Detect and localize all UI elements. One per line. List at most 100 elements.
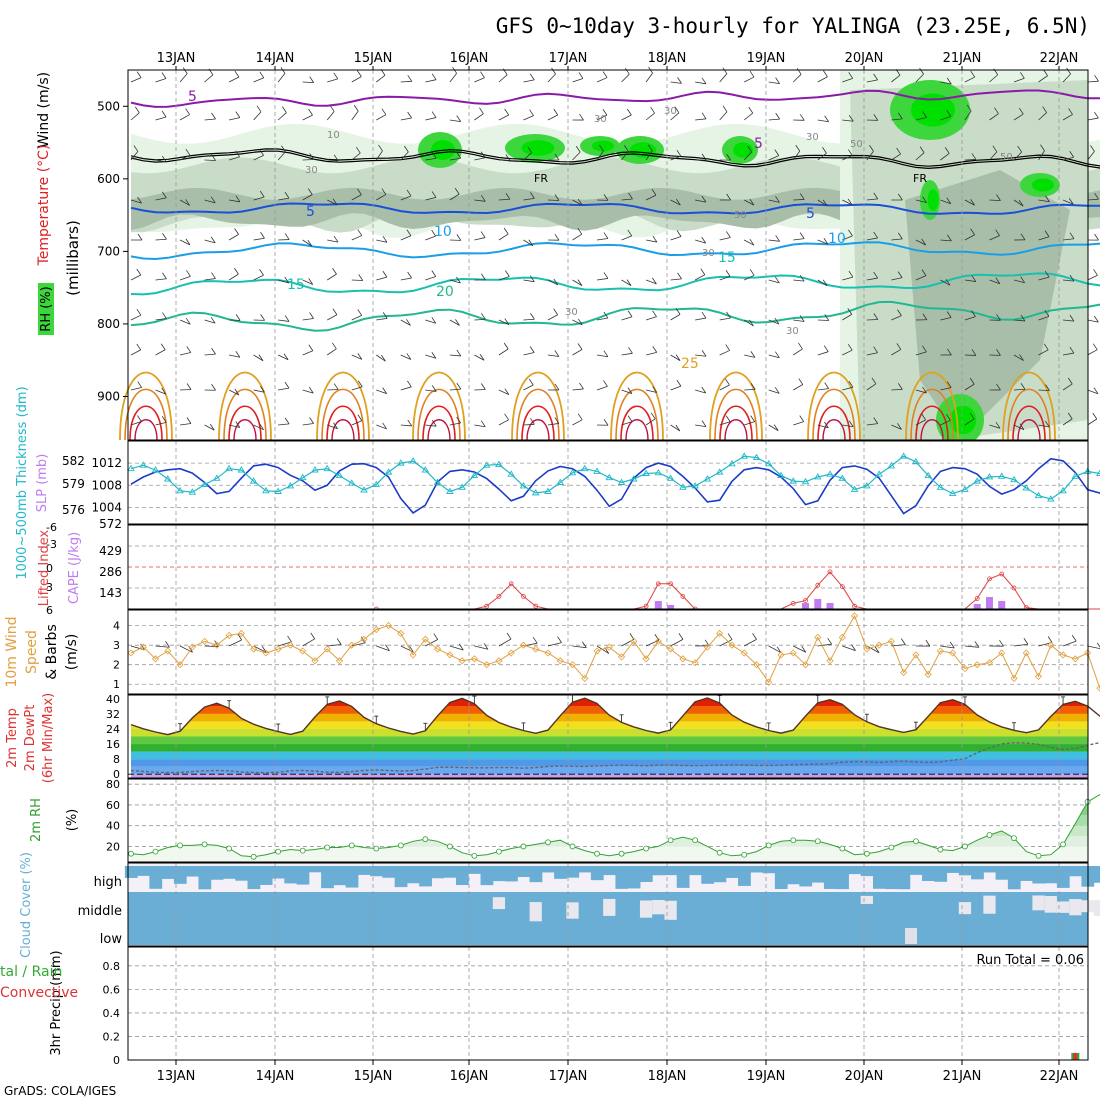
wind-barb	[866, 645, 880, 654]
wind-barb	[793, 238, 805, 241]
wind-barb	[725, 270, 731, 277]
slp-line	[130, 457, 1100, 515]
wind-barb	[645, 72, 653, 83]
wind-barb	[1044, 230, 1050, 237]
wind-barb	[915, 73, 924, 83]
wind-barb	[801, 646, 807, 653]
wind-barb	[695, 389, 706, 394]
thickness-marker	[617, 478, 626, 485]
wind-barb	[596, 645, 610, 654]
wind-barb	[922, 313, 928, 320]
wind-barb	[652, 310, 657, 317]
label-rh-contour: 30	[702, 248, 715, 259]
wind-barb	[799, 274, 805, 282]
wind-barb	[185, 199, 190, 206]
wind-barb	[792, 74, 802, 83]
wind-barb	[382, 236, 388, 243]
wind-barb	[179, 154, 191, 161]
wind-barb	[891, 118, 903, 121]
wind-barb	[768, 199, 780, 203]
wind-barb	[652, 277, 657, 285]
wind-barb	[873, 417, 879, 424]
wind-barb	[748, 106, 754, 114]
contour-diurnal	[422, 405, 456, 441]
wind-barb	[1013, 388, 1026, 391]
rh-marker	[250, 853, 257, 860]
lifted-index-marker	[852, 603, 857, 609]
cloud-high-cell	[603, 866, 616, 876]
thickness-marker	[912, 457, 920, 465]
wind-barb	[940, 645, 955, 649]
wind-barb	[425, 235, 436, 241]
wind-speed-marker	[924, 670, 932, 679]
thickness-marker	[985, 473, 994, 480]
wind-barb	[1094, 315, 1099, 323]
wind-barb	[161, 72, 167, 79]
wind-barb	[1063, 238, 1075, 241]
wind-barb	[842, 235, 853, 241]
wind-barb	[974, 641, 980, 648]
wind-barb	[817, 76, 828, 83]
wind-barb	[719, 73, 728, 83]
label-precip: 3hr Precip (mm)	[49, 950, 64, 1055]
thickness-marker	[421, 466, 430, 473]
wind-barb	[554, 350, 560, 357]
wind-barb	[645, 316, 657, 321]
wind-barb	[253, 645, 267, 653]
wind-barb	[204, 159, 216, 161]
wind-barb	[404, 145, 409, 153]
cloud-high-cell	[186, 866, 199, 877]
wind-barb	[1038, 349, 1049, 356]
thickness-marker	[777, 471, 785, 479]
wind-barb	[259, 269, 264, 276]
wind-barb	[823, 238, 829, 245]
wind-barb	[1038, 424, 1050, 428]
wind-barb	[970, 70, 976, 78]
wind-speed-marker	[998, 649, 1006, 657]
wind-barb	[449, 319, 460, 326]
cape-bar	[826, 603, 834, 609]
date-label-top: 22JAN	[1040, 51, 1079, 66]
wind-barb	[523, 79, 535, 83]
wind-barb	[161, 416, 167, 423]
date-label-bottom: 14JAN	[256, 1069, 295, 1084]
wind-speed-marker	[397, 629, 405, 638]
wind-barb	[307, 239, 313, 247]
wind-barb	[579, 113, 584, 121]
label-convective: Convective	[0, 985, 78, 1001]
label-rh-contour: 50	[734, 210, 747, 221]
rh-marker	[226, 845, 233, 852]
wind-barb	[137, 233, 143, 241]
wind-barb	[621, 316, 633, 321]
rh-marker	[888, 844, 895, 851]
y-tick-label: 800	[97, 317, 120, 331]
cloud-high-cell	[480, 866, 494, 886]
wind-barb	[676, 198, 681, 206]
wind-barb	[278, 641, 292, 647]
wind-barb	[327, 239, 339, 243]
cloud-high-cell	[627, 866, 641, 889]
rh-high-core	[1032, 178, 1054, 192]
contour-diurnal	[316, 371, 370, 441]
cloud-high-cell	[811, 866, 825, 883]
dewpoint-line	[130, 741, 1100, 774]
rh-high-core	[521, 140, 555, 156]
wind-barb	[1069, 151, 1075, 158]
wind-barb	[847, 308, 853, 315]
wind-barb	[577, 227, 583, 235]
wind-barb	[744, 639, 757, 647]
wind-barb	[235, 351, 241, 358]
wind-barb	[572, 645, 587, 649]
wind-barb	[817, 239, 829, 245]
wind-barb	[381, 188, 387, 195]
wind-barb	[719, 237, 731, 241]
wind-barb	[229, 424, 240, 428]
wind-barb	[989, 279, 1000, 285]
wind-barb	[602, 71, 608, 78]
wind-barb	[727, 633, 733, 640]
wind-barb	[1018, 107, 1024, 115]
cape-bar	[654, 601, 662, 609]
wind-barb	[479, 107, 484, 114]
wind-barb	[670, 424, 681, 432]
wind-barb	[523, 152, 532, 161]
